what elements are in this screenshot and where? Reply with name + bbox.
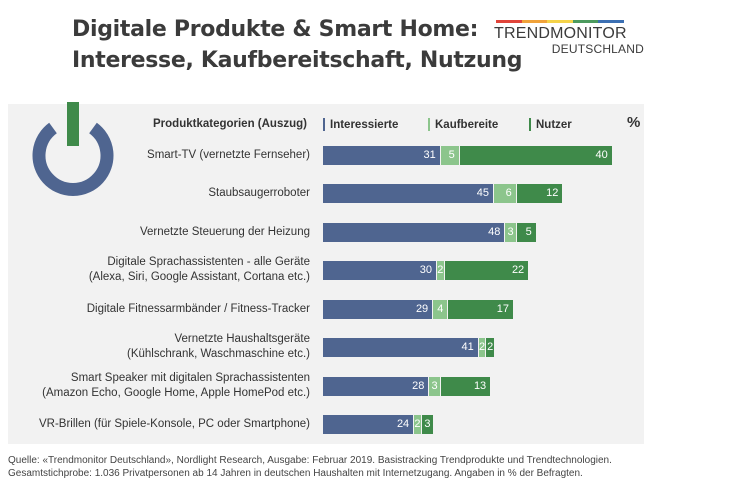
bar-value-label: 29 [415,303,429,315]
bar-interested: 24 [323,414,414,434]
bar-value-label: 5 [448,149,455,161]
bar-users: 13 [440,376,491,396]
source-note: Quelle: «Trendmonitor Deutschland», Nord… [8,454,748,480]
row-label-line-1: (Kühlschrank, Waschmaschine etc.) [126,348,310,360]
brand-bar-2 [547,20,573,23]
row-label: Digitale Sprachassistenten - alle Geräte… [89,255,310,285]
legend-willing-marker [428,118,430,131]
row-label: VR-Brillen (für Spiele-Konsole, PC oder … [39,417,310,432]
bar-users: 17 [448,299,513,319]
bar-users: 22 [444,260,529,280]
brand-color-bars [496,20,624,23]
bar-willing: 2 [437,260,444,280]
row-label-line-0: Digitale Sprachassistenten - alle Geräte [107,256,310,268]
row-label: Digitale Fitnessarmbänder / Fitness-Trac… [87,302,310,317]
bar-interested: 48 [323,222,505,242]
row-label-line-0: Smart-TV (vernetzte Fernseher) [147,148,310,161]
bar-willing: 3 [429,376,440,396]
brand-name: TRENDMONITOR [494,25,627,42]
bar-willing: 2 [478,337,486,357]
row-label: Smart-TV (vernetzte Fernseher) [147,148,310,163]
bar-value-label: 3 [431,380,438,392]
bar-value-label: 22 [511,264,525,276]
bar-users: 2 [486,337,494,357]
bar-willing: 3 [505,222,516,242]
bar-value-label: 24 [396,418,410,430]
percent-header: % [627,114,641,131]
bar-value-label: 5 [525,226,532,238]
legend-users-label: Nutzer [536,118,572,131]
bar-users: 40 [459,145,612,165]
bar-interested: 31 [323,145,440,165]
bar-users: 12 [516,183,563,203]
page-title: Digitale Produkte & Smart Home: Interess… [72,14,523,76]
bar-willing: 6 [494,183,516,203]
row-label-line-0: Vernetzte Haushaltsgeräte [174,333,310,345]
row-label-line-1: (Amazon Echo, Google Home, Apple HomePod… [42,387,310,399]
bar-value-label: 45 [476,187,489,199]
source-line-2: Gesamtstichprobe: 1.036 Privatpersonen a… [8,468,583,479]
bar-value-label: 31 [423,149,436,161]
row-label: Vernetzte Haushaltsgeräte (Kühlschrank, W… [127,332,310,362]
row-label-line-0: Smart Speaker mit digitalen Sprachassist… [70,372,310,384]
bar-value-label: 12 [546,187,559,199]
bar-value-label: 28 [412,380,425,392]
legend-interested-label: Interessierte [330,118,399,131]
bar-users: 3 [421,414,434,434]
legend-users: Nutzer [529,118,572,131]
legend-users-marker [529,118,531,131]
legend-willing: Kaufbereite [428,118,498,131]
brand-logo: TRENDMONITOR DEUTSCHLAND [494,20,644,56]
bar-willing: 2 [414,414,421,434]
title-line-2: Interesse, Kaufbereitschaft, Nutzung [72,48,523,73]
source-line-1: Quelle: «Trendmonitor Deutschland», Nord… [8,455,612,466]
bar-interested: 45 [323,183,493,203]
row-label: Staubsaugerroboter [208,186,310,201]
legend-interested: Interessierte [323,118,398,131]
power-icon-stem [67,102,79,146]
bar-value-label: 13 [473,380,487,392]
brand-bar-3 [572,20,599,23]
category-header: Produktkategorien (Auszug) [153,118,307,130]
legend-willing-label: Kaufbereite [435,118,499,131]
row-label: Vernetzte Steuerung der Heizung [140,225,310,240]
bar-value-label: 41 [461,341,474,353]
row-label: Smart Speaker mit digitalen Sprachassist… [42,371,310,401]
title-line-1: Digitale Produkte & Smart Home: [72,17,479,42]
bar-value-label: 4 [437,303,444,315]
brand-subname: DEUTSCHLAND [551,42,644,56]
bar-interested: 30 [323,260,436,280]
bar-value-label: 6 [505,187,512,199]
bar-value-label: 2 [437,264,444,276]
bar-value-label: 3 [424,418,431,430]
bar-willing: 4 [433,299,448,319]
bar-interested: 29 [323,299,433,319]
row-label-line-0: VR-Brillen (für Spiele-Konsole, PC oder … [38,417,310,430]
bar-users: 5 [516,222,536,242]
row-label-line-0: Digitale Fitnessarmbänder / Fitness-Trac… [86,302,310,315]
brand-bar-1 [521,20,548,23]
row-label-line-1: (Alexa, Siri, Google Assistant, Cortana … [88,271,310,283]
bar-value-label: 17 [496,303,509,315]
legend-interested-marker [323,118,325,131]
bar-value-label: 2 [487,341,494,353]
power-icon [32,102,114,196]
bar-value-label: 3 [507,226,514,238]
bar-value-label: 2 [479,341,486,353]
bar-interested: 28 [323,376,429,396]
row-label-line-0: Staubsaugerroboter [208,186,310,199]
brand-bar-0 [496,20,522,23]
bar-interested: 41 [323,337,478,357]
brand-bar-4 [598,20,624,23]
power-icon-ring [32,122,114,196]
bar-value-label: 40 [595,149,608,161]
bar-value-label: 30 [419,264,432,276]
bar-value-label: 2 [414,418,421,430]
bar-value-label: 48 [488,226,501,238]
row-label-line-0: Vernetzte Steuerung der Heizung [139,225,310,238]
bar-willing: 5 [440,145,459,165]
